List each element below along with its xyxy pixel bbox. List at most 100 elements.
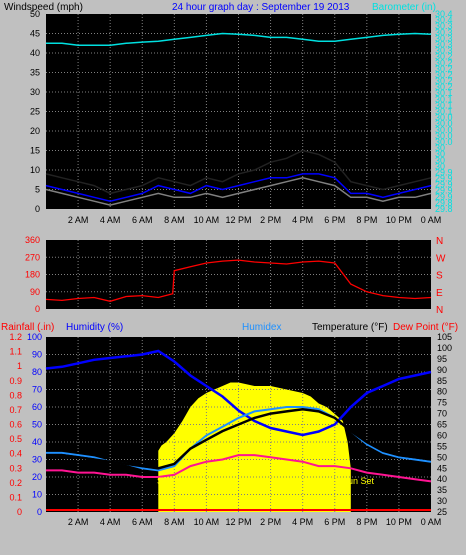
barometer-y-tick: 30.3: [435, 33, 453, 43]
wind-x-tick: 2 AM: [68, 215, 89, 225]
humidity-label: Humidity (%): [66, 322, 123, 333]
barometer-y-tick: 29.8: [435, 204, 453, 214]
direction-line: [45, 259, 432, 302]
direction-y-tick: 90: [30, 287, 40, 297]
wind-x-tick: 8 AM: [164, 215, 185, 225]
compass-y-tick: S: [436, 271, 443, 282]
wind_avg-line: [45, 173, 432, 202]
temperature-y-tick: 95: [437, 354, 447, 364]
rainfall-y-tick: 0.5: [9, 434, 22, 444]
temp-x-tick: 0 AM: [421, 517, 442, 527]
wind-x-tick: 4 PM: [292, 215, 313, 225]
humidity-y-tick: 70: [32, 385, 42, 395]
wind-y-tick: 40: [30, 48, 40, 58]
sunset-label: Sun Set: [342, 476, 375, 486]
temperature-y-tick: 85: [437, 376, 447, 386]
barometer-y-tick: 30.4: [435, 15, 453, 25]
barometer-y-tick: 29.9: [435, 192, 453, 202]
rainfall-y-tick: 0.9: [9, 376, 22, 386]
temperature-label: Temperature (°F): [312, 322, 388, 333]
direction-y-axis: 360 270 180 90 0: [25, 235, 40, 314]
rainfall-y-axis: 0 0.1 0.2 0.3 0.4 0.5 0.6 0.7 0.8 0.9 1 1.1 1.2: [9, 332, 22, 517]
direction-y-tick: 360: [25, 235, 40, 245]
barometer-y-tick: 30.2: [435, 82, 453, 92]
humidity-y-tick: 0: [37, 507, 42, 517]
barometer-y-tick: 30.1: [435, 94, 453, 104]
barometer-y-tick: 30.3: [435, 39, 453, 49]
barometer-y-tick: 30.3: [435, 21, 453, 31]
temp-series: [45, 349, 432, 511]
wind-y-tick: 35: [30, 68, 40, 78]
compass-y-tick: E: [436, 288, 443, 299]
wind-x-axis: 2 AM 4 AM 6 AM 8 AM 10 AM 12 PM 2 PM 4 PM 6 PM 8 …: [68, 215, 441, 225]
rainfall-y-tick: 1.1: [9, 347, 22, 357]
temp-x-tick: 2 AM: [68, 517, 89, 527]
direction-y-tick: 180: [25, 270, 40, 280]
wind-y-tick: 30: [30, 87, 40, 97]
wind-x-tick: 6 PM: [324, 215, 345, 225]
windgust-line: [45, 177, 432, 206]
humidity-y-tick: 30: [32, 455, 42, 465]
barometer-y-tick: 29.8: [435, 198, 453, 208]
humidity-y-tick: 20: [32, 472, 42, 482]
barometer-y-tick: 29.9: [435, 174, 453, 184]
direction-grid: [46, 240, 431, 309]
barometer-y-tick: 30.2: [435, 76, 453, 86]
rainfall-y-tick: 0.3: [9, 463, 22, 473]
wind-x-tick: 0 AM: [421, 215, 442, 225]
rainfall-y-tick: 0.2: [9, 478, 22, 488]
temp-x-tick: 2 PM: [260, 517, 281, 527]
rainfall-y-tick: 0.8: [9, 390, 22, 400]
barometer-y-tick: 30.1: [435, 88, 453, 98]
barometer-y-tick: 30.2: [435, 58, 453, 68]
barometer-y-tick: 30.1: [435, 107, 453, 117]
dewpoint-line: [46, 454, 432, 483]
barometer-y-tick: 30: [435, 143, 445, 153]
chart-title: 24 hour graph day : September 19 2013: [172, 2, 350, 13]
humidity-y-tick: 60: [32, 402, 42, 412]
wind-y-tick: 5: [35, 185, 40, 195]
barometer-line: [46, 32, 432, 46]
humidex-label: Humidex: [242, 322, 281, 333]
temp-x-tick: 6 AM: [132, 517, 153, 527]
rainfall-y-tick: 0: [17, 507, 22, 517]
temperature-y-tick: 65: [437, 420, 447, 430]
temperature-y-tick: 70: [437, 409, 447, 419]
temperature-y-tick: 90: [437, 365, 447, 375]
wind-y-tick: 25: [30, 107, 40, 117]
temperature-line: [46, 407, 432, 470]
rainfall-y-tick: 1: [17, 361, 22, 371]
wind-left-label: Windspeed (mph): [4, 2, 83, 13]
temp-x-tick: 4 PM: [292, 517, 313, 527]
temperature-y-tick: 80: [437, 387, 447, 397]
temperature-y-tick: 100: [437, 343, 452, 353]
barometer-y-tick: 30.0: [435, 125, 453, 135]
barometer-y-tick: 29.9: [435, 180, 453, 190]
temperature-y-tick: 60: [437, 430, 447, 440]
barometer-y-tick: 30.0: [435, 137, 453, 147]
wind-series: [45, 32, 432, 206]
wind-x-tick: 8 PM: [356, 215, 377, 225]
rainfall-y-tick: 0.4: [9, 449, 22, 459]
rainfall-label: Rainfall (.in): [1, 322, 54, 333]
barometer-y-tick: 30.3: [435, 27, 453, 37]
wind-y-tick: 10: [30, 165, 40, 175]
humidity-y-tick: 10: [32, 490, 42, 500]
barometer-y-tick: 30.0: [435, 119, 453, 129]
barometer-y-tick: 30: [435, 149, 445, 159]
temp-x-tick: 12 PM: [225, 517, 251, 527]
barometer-y-tick: 30.2: [435, 52, 453, 62]
temp-x-tick: 8 AM: [164, 517, 185, 527]
windspeed-line: [45, 149, 432, 195]
barometer-y-tick: 30: [435, 155, 445, 165]
temp-x-tick: 8 PM: [356, 517, 377, 527]
wind-x-tick: 10 AM: [194, 215, 220, 225]
temperature-y-tick: 30: [437, 496, 447, 506]
wind-x-tick: 4 AM: [100, 215, 121, 225]
temperature-y-tick: 40: [437, 474, 447, 484]
wind-y-tick: 20: [30, 126, 40, 136]
barometer-y-tick: 30.0: [435, 113, 453, 123]
